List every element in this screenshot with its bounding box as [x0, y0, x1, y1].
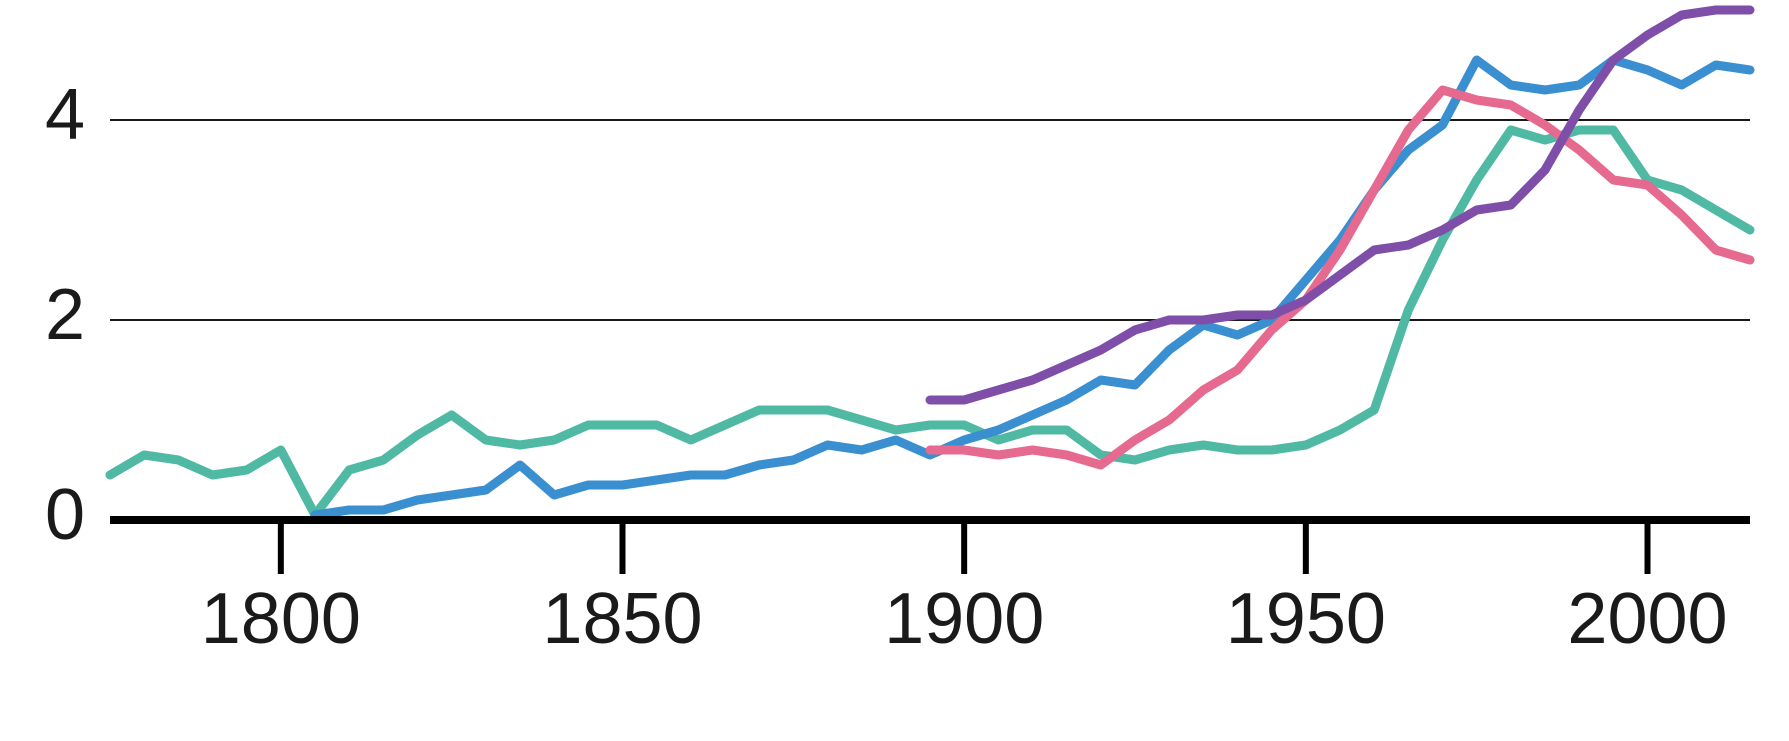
- line-chart: 0 2 4 1800 1850 1900 1950 2000: [0, 0, 1789, 741]
- x-tick-label: 1800: [201, 579, 361, 659]
- y-tick-label: 0: [45, 475, 85, 555]
- x-tick-label: 2000: [1567, 579, 1727, 659]
- x-tick-label: 1950: [1226, 579, 1386, 659]
- y-tick-label: 4: [45, 75, 85, 155]
- chart-svg: 0 2 4 1800 1850 1900 1950 2000: [0, 0, 1789, 741]
- x-tick-label: 1900: [884, 579, 1044, 659]
- x-tick-label: 1850: [542, 579, 702, 659]
- y-tick-label: 2: [45, 275, 85, 355]
